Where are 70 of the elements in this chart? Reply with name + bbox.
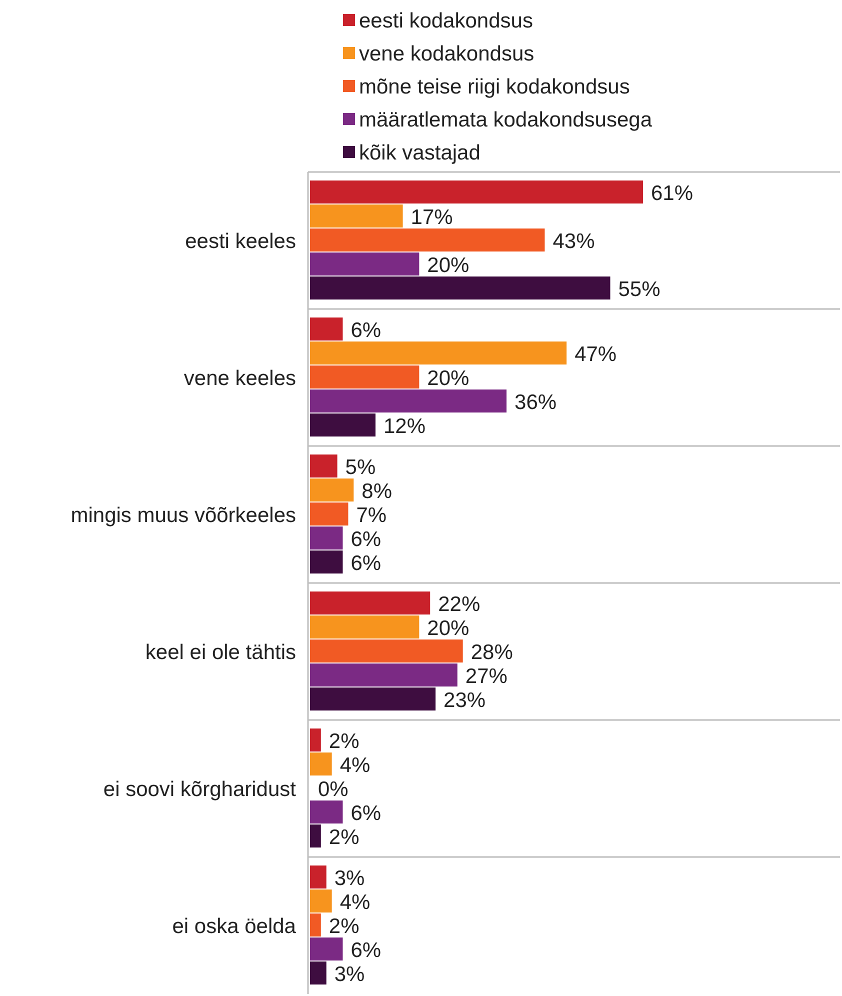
bar (310, 592, 430, 614)
bar (310, 252, 420, 276)
bar (310, 502, 348, 526)
data-label: 6% (350, 938, 382, 962)
data-label: 2% (328, 914, 360, 938)
y-tick-label: mingis muus võõrkeeles (70, 504, 296, 527)
bar (310, 866, 326, 888)
bar (310, 752, 332, 776)
bar (310, 414, 376, 436)
y-tick-label: vene keeles (184, 366, 296, 390)
bar (310, 454, 338, 478)
data-label: 5% (345, 456, 376, 479)
data-label: 17% (410, 206, 453, 229)
y-tick-label: keel ei ole tähtis (145, 640, 296, 664)
y-tick-label: eesti keeles (185, 230, 296, 253)
legend-label: kõik vastajad (359, 141, 480, 164)
bar (310, 824, 321, 848)
data-label: 55% (618, 278, 660, 301)
data-label: 6% (350, 802, 382, 825)
bar (310, 478, 354, 502)
bar (310, 342, 567, 364)
data-label: 12% (384, 414, 426, 438)
legend-label: eesti kodakondsus (359, 9, 533, 32)
data-label: 20% (427, 616, 470, 640)
data-label: 20% (427, 366, 470, 390)
bar (310, 228, 545, 252)
legend-label: määratlemata kodakondsusega (359, 108, 652, 132)
bar (310, 728, 321, 752)
bar (310, 938, 343, 960)
data-label: 61% (651, 182, 694, 205)
data-label: 7% (356, 504, 387, 527)
data-label: 47% (574, 342, 617, 366)
data-label: 4% (340, 890, 370, 914)
data-label: 2% (328, 826, 360, 849)
legend-label: mõne teise riigi kodakondsus (359, 75, 630, 98)
data-label: 6% (350, 552, 382, 575)
bar (310, 366, 420, 388)
data-label: 43% (552, 230, 595, 253)
data-label: 22% (438, 592, 480, 616)
bar (310, 526, 343, 550)
data-label: 6% (350, 318, 382, 342)
data-label: 3% (334, 962, 365, 986)
bar (310, 914, 321, 936)
bar (310, 890, 332, 912)
bar (310, 962, 326, 984)
bar (310, 390, 507, 412)
y-tick-label: ei oska öelda (172, 914, 296, 938)
bar (310, 204, 403, 228)
data-label: 6% (350, 528, 382, 551)
bar (310, 550, 343, 574)
bar (310, 180, 643, 204)
data-label: 36% (514, 390, 557, 414)
data-label: 8% (362, 480, 392, 503)
bar (310, 688, 436, 710)
bar (310, 616, 420, 638)
data-label: 3% (334, 866, 365, 890)
legend-label: vene kodakondsus (359, 42, 534, 66)
data-label: 0% (318, 778, 348, 801)
bar (310, 640, 463, 662)
y-tick-label: ei soovi kõrgharidust (103, 778, 296, 801)
bar (310, 276, 610, 300)
bar (310, 318, 343, 340)
data-label: 2% (328, 730, 360, 753)
bar (310, 664, 458, 686)
data-label: 27% (465, 664, 508, 688)
data-label: 4% (340, 754, 370, 777)
bar (310, 800, 343, 824)
data-label: 20% (427, 254, 470, 277)
data-label: 28% (470, 640, 513, 664)
data-label: 23% (444, 688, 486, 712)
